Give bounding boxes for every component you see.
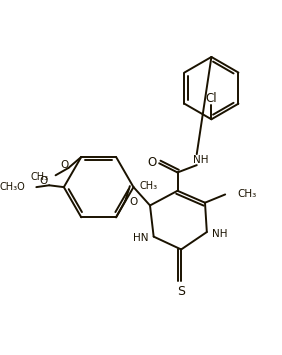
Text: NH: NH [212,229,227,239]
Text: CH₃: CH₃ [30,172,48,182]
Text: CH₃O: CH₃O [0,182,25,192]
Text: O: O [39,176,48,186]
Text: NH: NH [193,155,208,165]
Text: CH₃: CH₃ [139,181,157,191]
Text: O: O [61,160,69,170]
Text: S: S [177,285,185,298]
Text: Cl: Cl [206,92,217,105]
Text: HN: HN [133,234,149,244]
Text: O: O [130,197,138,207]
Text: CH₃: CH₃ [237,189,256,198]
Text: O: O [147,156,157,169]
